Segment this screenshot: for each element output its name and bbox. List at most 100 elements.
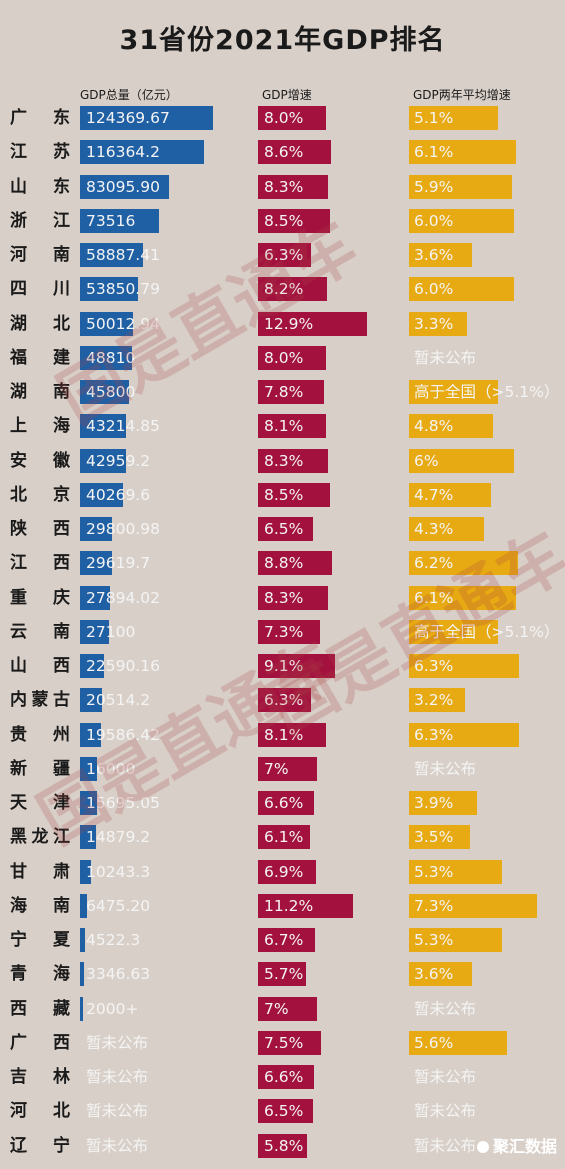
avg-growth-value-label: 6.0% xyxy=(414,280,454,299)
gdp-bar xyxy=(80,688,102,713)
table-row: 辽宁 暂未公布 5.8% 暂未公布 xyxy=(0,1132,565,1160)
avg-growth-value-label: 3.2% xyxy=(414,691,454,710)
table-row: 宁夏 4522.3 6.7% 5.3% xyxy=(0,926,565,954)
growth-bar xyxy=(258,619,320,644)
growth-value-label: 5.7% xyxy=(264,965,304,984)
avg-growth-bar xyxy=(409,722,520,747)
table-row: 甘肃 10243.3 6.9% 5.3% xyxy=(0,858,565,886)
province-label: 重庆 xyxy=(10,587,70,608)
table-row: 江西 29619.7 8.8% 6.2% xyxy=(0,549,565,577)
table-row: 吉林 暂未公布 6.6% 暂未公布 xyxy=(0,1063,565,1091)
gdp-value-label: 20514.2 xyxy=(86,691,151,710)
gdp-value-label: 40269.6 xyxy=(86,485,151,504)
avg-growth-bar xyxy=(409,448,515,473)
gdp-bar xyxy=(80,311,134,336)
gdp-bar xyxy=(80,962,84,987)
table-row: 青海 3346.63 5.7% 3.6% xyxy=(0,960,565,988)
growth-bar xyxy=(258,928,315,952)
avg-growth-value-label: 6.3% xyxy=(414,725,454,744)
table-row: 重庆 27894.02 8.3% 6.1% xyxy=(0,584,565,612)
growth-value-label: 8.5% xyxy=(264,485,304,504)
growth-value-label: 6.6% xyxy=(264,1068,304,1086)
avg-growth-bar xyxy=(409,517,485,541)
avg-growth-bar xyxy=(409,174,513,199)
growth-bar xyxy=(258,1065,314,1089)
avg-growth-value-label: 暂未公布 xyxy=(414,348,477,367)
gdp-bar xyxy=(80,859,91,884)
gdp-bar xyxy=(80,174,169,199)
table-row: 湖北 50012.94 12.9% 3.3% xyxy=(0,310,565,338)
growth-value-label: 9.1% xyxy=(264,657,304,675)
avg-growth-bar xyxy=(409,791,478,815)
avg-growth-bar xyxy=(409,893,537,918)
province-label: 广东 xyxy=(10,108,70,128)
growth-value-label: 6.3% xyxy=(264,691,304,710)
growth-bar xyxy=(258,106,326,130)
avg-growth-bar xyxy=(409,1030,508,1055)
growth-value-label: 6.6% xyxy=(264,794,304,812)
gdp-value-label: 19586.42 xyxy=(86,725,160,744)
avg-growth-value-label: 6.2% xyxy=(414,554,454,573)
growth-bar xyxy=(258,414,327,439)
growth-value-label: 7.8% xyxy=(264,383,304,401)
table-row: 新疆 16000 7% 暂未公布 xyxy=(0,755,565,783)
province-label: 辽宁 xyxy=(10,1135,70,1156)
growth-value-label: 8.3% xyxy=(264,588,304,607)
avg-growth-value-label: 5.9% xyxy=(414,177,454,196)
gdp-bar xyxy=(80,791,97,815)
avg-growth-column-header: GDP两年平均增速 xyxy=(413,88,511,102)
gdp-bar xyxy=(80,654,105,678)
province-label: 云南 xyxy=(10,621,70,642)
avg-growth-value-label: 5.3% xyxy=(414,931,454,949)
growth-value-label: 8.3% xyxy=(264,451,304,470)
gdp-value-label: 暂未公布 xyxy=(86,1102,149,1121)
avg-growth-bar xyxy=(409,277,515,302)
growth-value-label: 8.5% xyxy=(264,211,304,230)
avg-growth-value-label: 4.3% xyxy=(414,520,454,538)
table-row: 安徽 42959.2 8.3% 6% xyxy=(0,447,565,475)
avg-growth-value-label: 3.3% xyxy=(414,314,454,333)
avg-growth-bar xyxy=(409,859,502,884)
province-label: 湖北 xyxy=(10,313,70,334)
growth-value-label: 7% xyxy=(264,999,289,1018)
table-row: 山东 83095.90 8.3% 5.9% xyxy=(0,173,565,201)
brand-icon xyxy=(476,1141,489,1153)
gdp-value-label: 43214.85 xyxy=(86,417,160,436)
avg-growth-bar xyxy=(409,414,494,439)
growth-bar xyxy=(258,893,353,918)
gdp-value-label: 16000 xyxy=(86,759,136,778)
avg-growth-value-label: 暂未公布 xyxy=(414,1068,477,1086)
province-label: 宁夏 xyxy=(10,930,70,950)
province-label: 广西 xyxy=(10,1032,70,1053)
growth-value-label: 6.7% xyxy=(264,931,304,949)
avg-growth-value-label: 3.9% xyxy=(414,794,454,812)
growth-value-label: 7.3% xyxy=(264,622,304,641)
gdp-value-label: 58887.41 xyxy=(86,246,160,264)
gdp-bar xyxy=(80,345,133,370)
province-label: 浙江 xyxy=(10,210,70,231)
province-label: 江西 xyxy=(10,553,70,574)
gdp-bar xyxy=(80,619,109,644)
growth-value-label: 12.9% xyxy=(264,314,314,333)
avg-growth-bar xyxy=(409,380,499,404)
avg-growth-value-label: 6.1% xyxy=(414,588,454,607)
growth-column-header: GDP增速 xyxy=(262,88,312,102)
province-label: 上海 xyxy=(10,416,70,437)
gdp-bar xyxy=(80,722,101,747)
growth-value-label: 8.6% xyxy=(264,143,304,162)
province-label: 贵州 xyxy=(10,724,70,745)
avg-growth-value-label: 5.1% xyxy=(414,109,454,127)
growth-bar xyxy=(258,585,329,610)
province-label: 北京 xyxy=(10,484,70,505)
province-label: 安徽 xyxy=(10,450,70,471)
avg-growth-bar xyxy=(409,962,473,987)
growth-bar xyxy=(258,1030,322,1055)
growth-value-label: 8.0% xyxy=(264,348,304,367)
province-label: 甘肃 xyxy=(10,861,70,882)
growth-value-label: 8.2% xyxy=(264,280,304,299)
gdp-value-label: 29619.7 xyxy=(86,554,151,573)
growth-bar xyxy=(258,722,327,747)
growth-bar xyxy=(258,791,314,815)
avg-growth-value-label: 4.7% xyxy=(414,485,454,504)
